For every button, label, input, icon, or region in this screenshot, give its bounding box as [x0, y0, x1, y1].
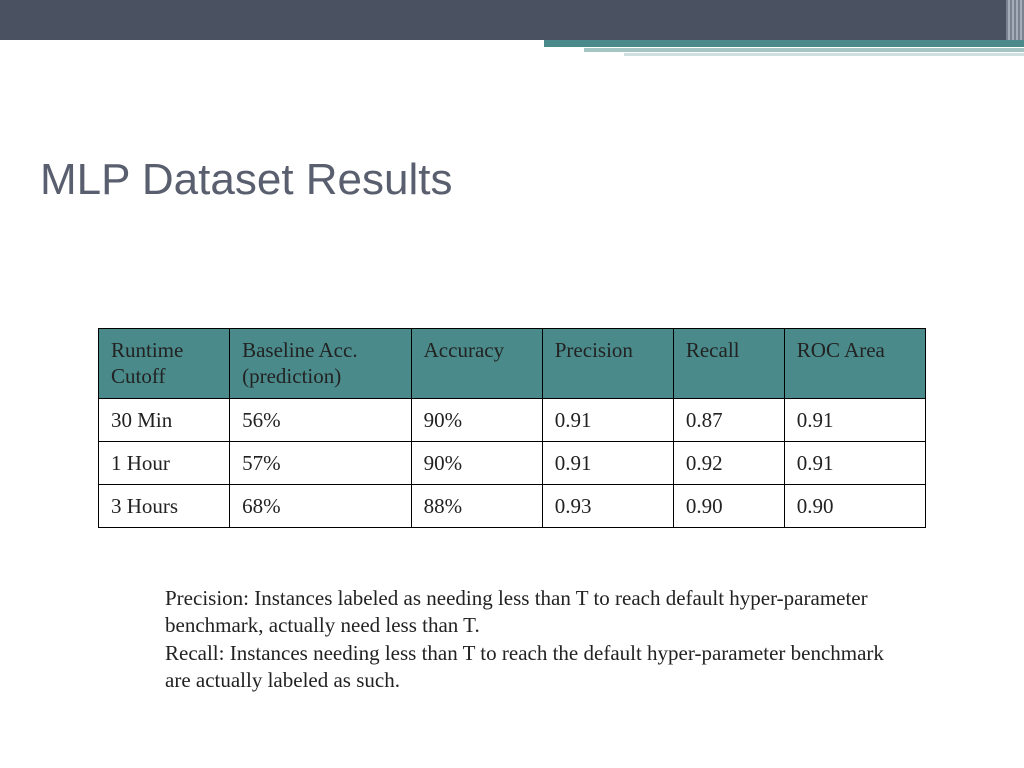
col-header-runtime: Runtime Cutoff: [99, 329, 230, 399]
cell: 0.90: [784, 485, 925, 528]
cell: 30 Min: [99, 398, 230, 441]
recall-note: Recall: Instances needing less than T to…: [165, 640, 885, 695]
col-header-precision: Precision: [542, 329, 673, 399]
side-accent-stripes: [1006, 0, 1024, 40]
cell: 90%: [411, 398, 542, 441]
cell: 3 Hours: [99, 485, 230, 528]
table-row: 1 Hour 57% 90% 0.91 0.92 0.91: [99, 441, 926, 484]
col-header-roc: ROC Area: [784, 329, 925, 399]
cell: 57%: [230, 441, 412, 484]
top-banner: [0, 0, 1024, 40]
cell: 0.93: [542, 485, 673, 528]
cell: 90%: [411, 441, 542, 484]
cell: 0.87: [673, 398, 784, 441]
cell: 0.91: [784, 398, 925, 441]
table-header-row: Runtime Cutoff Baseline Acc. (prediction…: [99, 329, 926, 399]
cell: 1 Hour: [99, 441, 230, 484]
cell: 88%: [411, 485, 542, 528]
results-table: Runtime Cutoff Baseline Acc. (prediction…: [98, 328, 926, 528]
cell: 0.91: [784, 441, 925, 484]
accent-lines: [544, 40, 1024, 56]
cell: 0.90: [673, 485, 784, 528]
notes-block: Precision: Instances labeled as needing …: [165, 585, 885, 694]
table-row: 30 Min 56% 90% 0.91 0.87 0.91: [99, 398, 926, 441]
col-header-accuracy: Accuracy: [411, 329, 542, 399]
col-header-recall: Recall: [673, 329, 784, 399]
results-table-container: Runtime Cutoff Baseline Acc. (prediction…: [98, 328, 926, 528]
cell: 68%: [230, 485, 412, 528]
table-row: 3 Hours 68% 88% 0.93 0.90 0.90: [99, 485, 926, 528]
cell: 56%: [230, 398, 412, 441]
slide-title: MLP Dataset Results: [40, 155, 452, 205]
col-header-baseline: Baseline Acc. (prediction): [230, 329, 412, 399]
precision-note: Precision: Instances labeled as needing …: [165, 585, 885, 640]
cell: 0.92: [673, 441, 784, 484]
cell: 0.91: [542, 398, 673, 441]
cell: 0.91: [542, 441, 673, 484]
